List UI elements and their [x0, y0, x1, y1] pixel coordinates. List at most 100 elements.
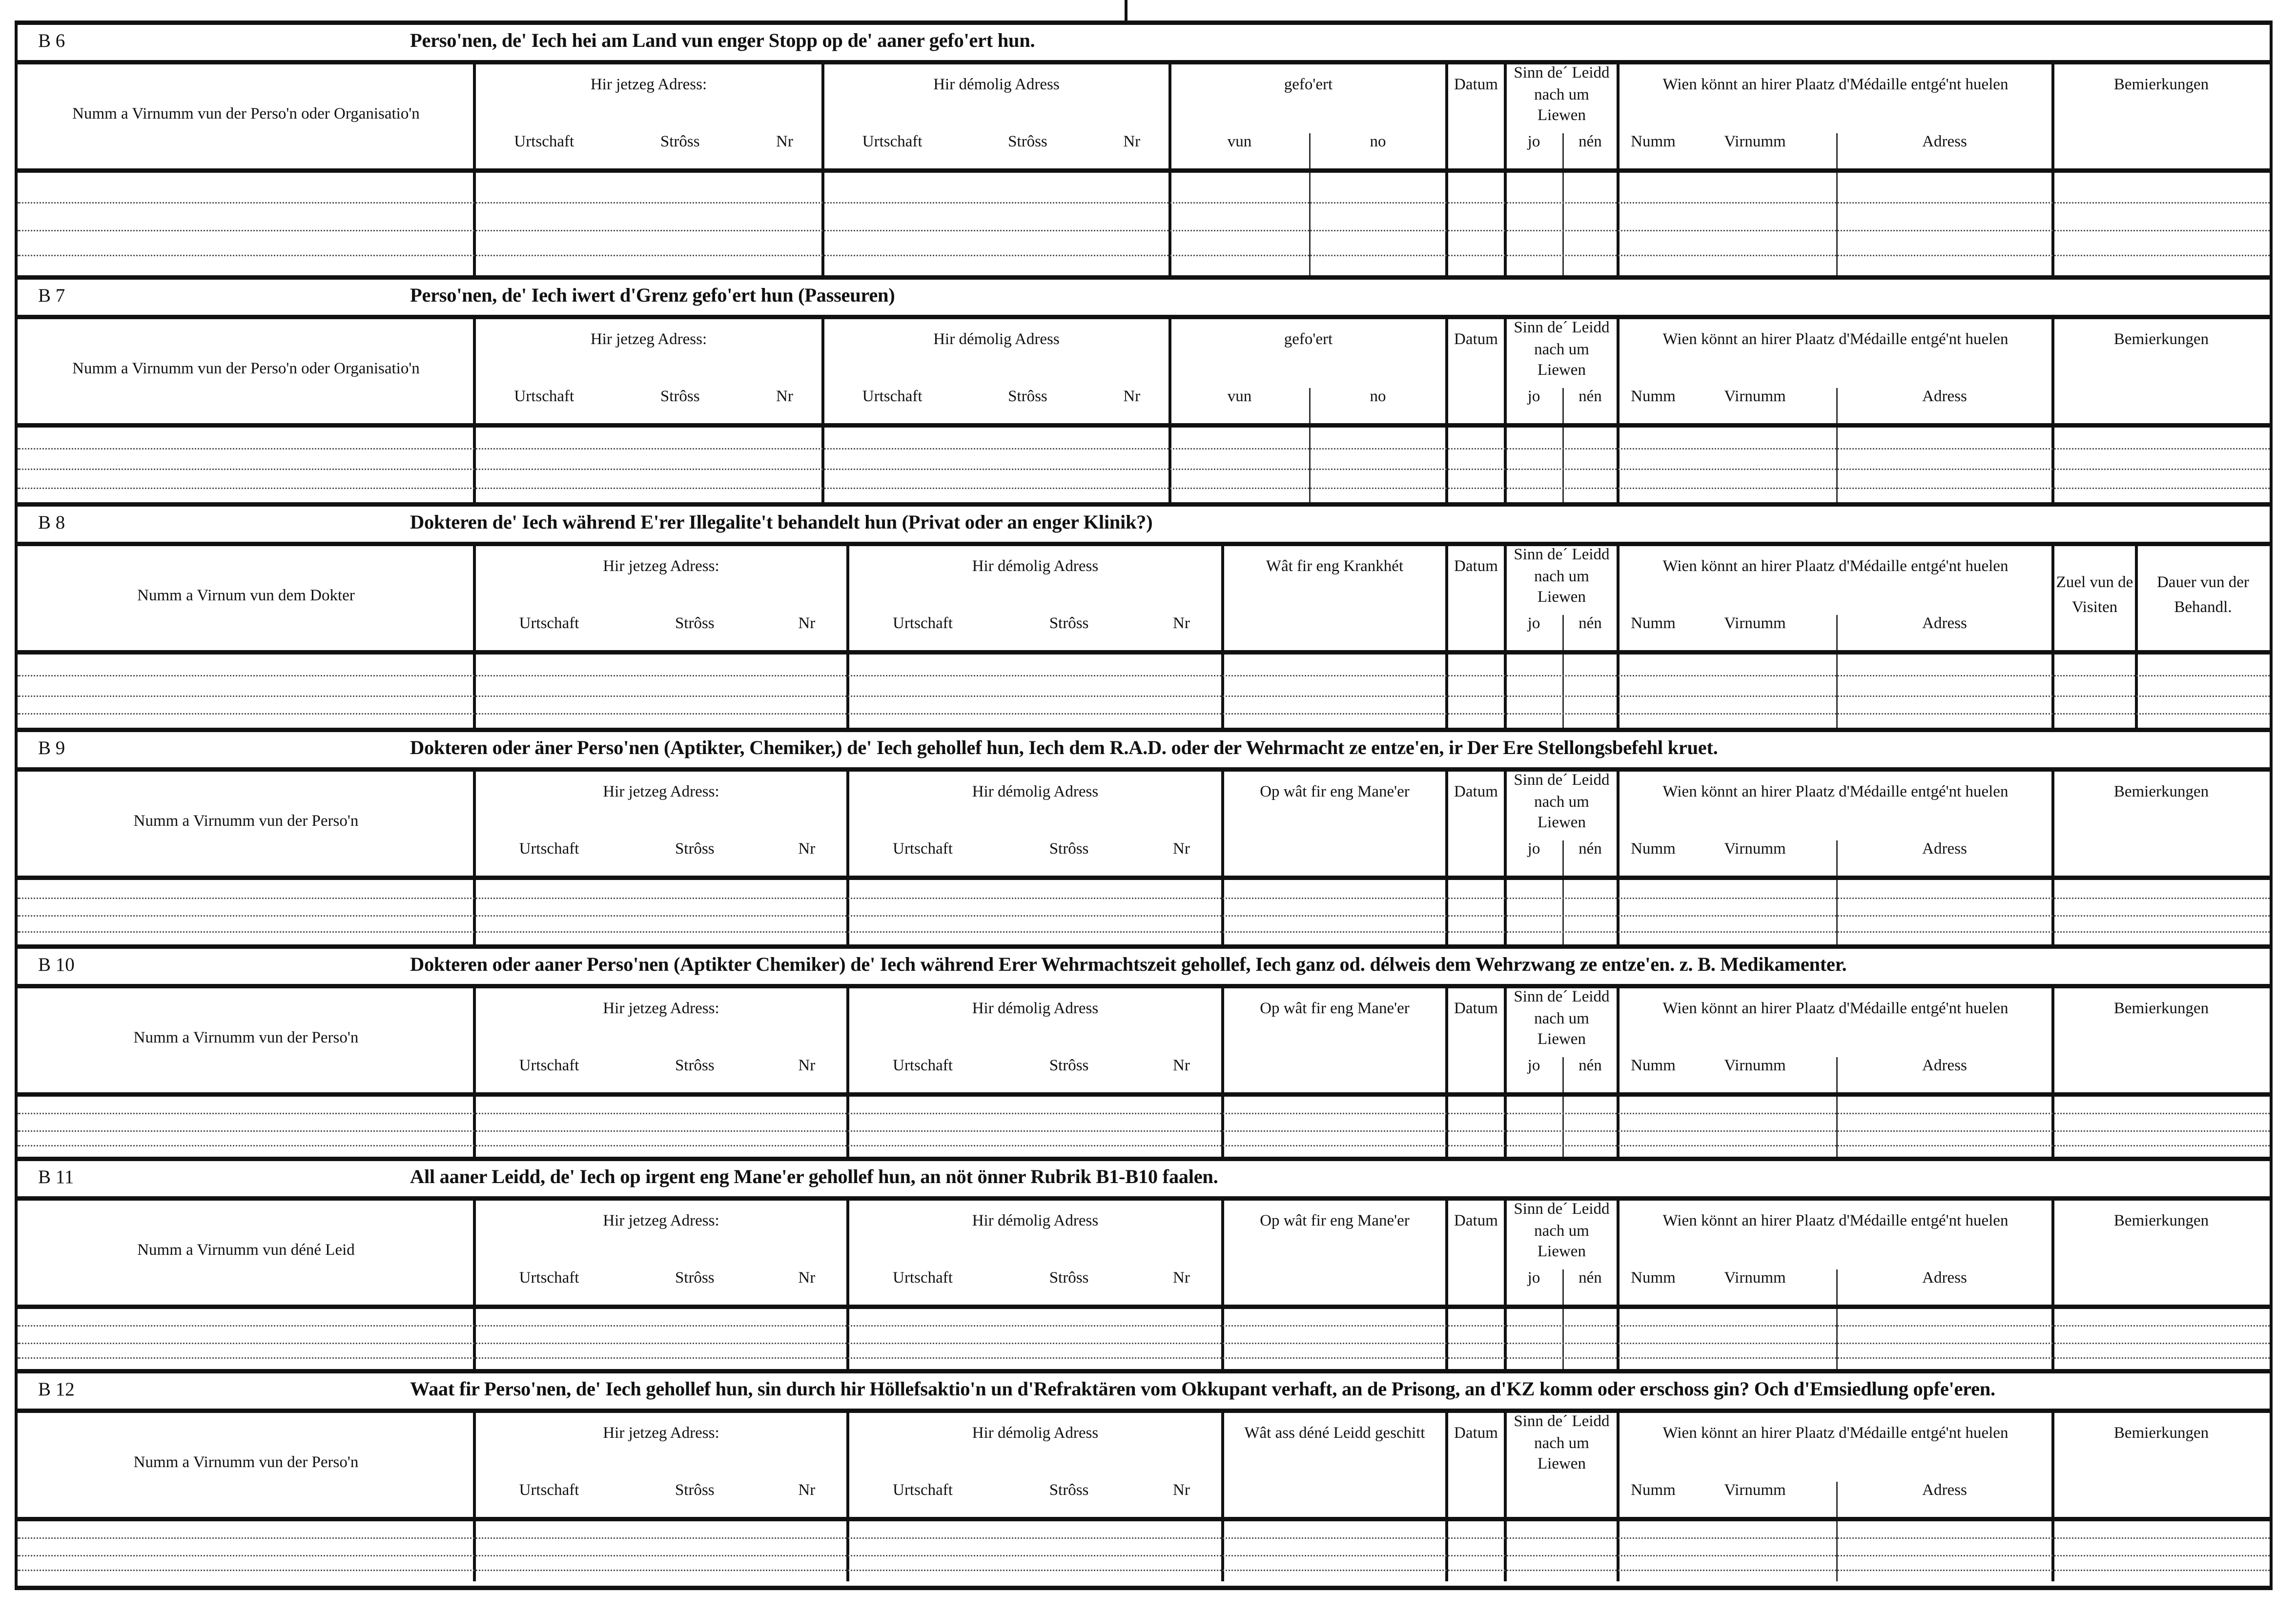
section-title-row: B 6 Perso'nen, de' Iech hei am Land vun …	[18, 20, 2270, 64]
yes-header: jo	[1527, 133, 1540, 151]
survived-header: Sinn de´ Leidd nach um Liewen	[1514, 1413, 1610, 1473]
section-code: B 10	[38, 953, 75, 975]
section-code: B 6	[38, 29, 65, 51]
section-code: B 12	[38, 1378, 75, 1400]
medal-recipient-header: Wien könnt an hirer Plaatz d'Médaille en…	[1662, 1425, 2009, 1442]
number-header: Nr	[798, 615, 816, 633]
entry-line[interactable]	[18, 469, 2270, 470]
medal-recipient-header: Wien könnt an hirer Plaatz d'Médaille en…	[1662, 331, 2009, 348]
entry-area[interactable]	[18, 1309, 2270, 1369]
street-header: Strôss	[1049, 840, 1089, 858]
current-address-header: Hir jetzeg Adress:	[603, 558, 719, 575]
entry-line[interactable]	[18, 1537, 2270, 1539]
locality-header: Urtschaft	[519, 1482, 579, 1499]
locality-header: Urtschaft	[519, 840, 579, 858]
entry-line[interactable]	[18, 1343, 2270, 1344]
entry-line[interactable]	[18, 1145, 2270, 1146]
medal-name-header: Numm	[1631, 1269, 1676, 1287]
current-address-header: Hir jetzeg Adress:	[603, 783, 719, 801]
locality-header: Urtschaft	[514, 388, 574, 406]
number-header: Nr	[1173, 615, 1190, 633]
section-title-row: B 9 Dokteren oder äner Perso'nen (Aptikt…	[18, 728, 2270, 772]
description-header: Op wât fir eng Mane'er	[1260, 1212, 1410, 1230]
entry-line[interactable]	[18, 1113, 2270, 1114]
entry-line[interactable]	[18, 488, 2270, 489]
entry-line[interactable]	[18, 915, 2270, 917]
entry-area[interactable]	[18, 428, 2270, 502]
street-header: Strôss	[1008, 388, 1047, 406]
remarks-header: Bemierkungen	[2113, 783, 2209, 801]
date-header: Datum	[1454, 1000, 1498, 1018]
entry-line[interactable]	[18, 202, 2270, 204]
entry-line[interactable]	[18, 255, 2270, 256]
medal-firstname-header: Virnumm	[1724, 133, 1786, 151]
led-from-header: vun	[1227, 388, 1252, 406]
street-header: Strôss	[660, 133, 700, 151]
medal-recipient-header: Wien könnt an hirer Plaatz d'Médaille en…	[1662, 1212, 2009, 1230]
street-header: Strôss	[1008, 133, 1047, 151]
locality-header: Urtschaft	[893, 615, 953, 633]
medal-name-header: Numm	[1631, 840, 1676, 858]
section-code: B 11	[38, 1165, 74, 1187]
medal-address-header: Adress	[1922, 840, 1967, 858]
number-header: Nr	[1173, 1482, 1190, 1499]
no-header: nén	[1578, 840, 1602, 858]
medal-recipient-header: Wien könnt an hirer Plaatz d'Médaille en…	[1662, 783, 2009, 801]
entry-line[interactable]	[18, 1325, 2270, 1327]
description-header: Op wât fir eng Mane'er	[1260, 1000, 1410, 1018]
entry-area[interactable]	[18, 880, 2270, 944]
current-address-header: Hir jetzeg Adress:	[603, 1425, 719, 1442]
date-header: Datum	[1454, 1425, 1498, 1442]
survived-header: Sinn de´ Leidd nach um Liewen	[1514, 772, 1610, 832]
entry-area[interactable]	[18, 1521, 2270, 1581]
led-header: gefo'ert	[1284, 76, 1333, 94]
medal-recipient-header: Wien könnt an hirer Plaatz d'Médaille en…	[1662, 1000, 2009, 1018]
name-column-header: Numm a Virnumm vun der Perso'n	[133, 1454, 359, 1472]
remarks-header: Bemierkungen	[2113, 1425, 2209, 1442]
name-column-header: Numm a Virnumm vun der Perso'n oder Orga…	[72, 360, 420, 378]
entry-line[interactable]	[18, 230, 2270, 231]
entry-line[interactable]	[18, 1555, 2270, 1556]
yes-header: jo	[1527, 388, 1540, 406]
section-code: B 8	[38, 511, 65, 533]
no-header: nén	[1578, 133, 1602, 151]
entry-line[interactable]	[18, 713, 2270, 715]
medal-firstname-header: Virnumm	[1724, 1482, 1786, 1499]
entry-line[interactable]	[18, 1570, 2270, 1571]
entry-line[interactable]	[18, 898, 2270, 899]
current-address-header: Hir jetzeg Adress:	[590, 76, 707, 94]
section-title-row: B 8 Dokteren de' Iech während E'rer Ille…	[18, 502, 2270, 546]
former-address-header: Hir démolig Adress	[972, 1212, 1099, 1230]
medal-firstname-header: Virnumm	[1724, 840, 1786, 858]
top-tick-mark	[1125, 0, 1128, 20]
section-b7: B 7 Perso'nen, de' Iech iwert d'Grenz ge…	[15, 275, 2273, 502]
locality-header: Urtschaft	[862, 388, 922, 406]
locality-header: Urtschaft	[893, 1482, 953, 1499]
medal-name-header: Numm	[1631, 1057, 1676, 1075]
medal-address-header: Adress	[1922, 1482, 1967, 1499]
section-title-row: B 7 Perso'nen, de' Iech iwert d'Grenz ge…	[18, 275, 2270, 319]
entry-area[interactable]	[18, 1097, 2270, 1157]
entry-line[interactable]	[18, 448, 2270, 450]
street-header: Strôss	[675, 1482, 715, 1499]
section-title: Dokteren oder aaner Perso'nen (Aptikter …	[410, 953, 1847, 975]
number-header: Nr	[798, 1482, 816, 1499]
section-title-row: B 10 Dokteren oder aaner Perso'nen (Apti…	[18, 944, 2270, 988]
entry-line[interactable]	[18, 931, 2270, 933]
locality-header: Urtschaft	[519, 615, 579, 633]
entry-area[interactable]	[18, 173, 2270, 275]
street-header: Strôss	[675, 615, 715, 633]
entry-line[interactable]	[18, 695, 2270, 697]
entry-line[interactable]	[18, 1130, 2270, 1132]
table-header: Numm a Virnumm vun der Perso'n oder Orga…	[18, 60, 2270, 173]
date-header: Datum	[1454, 783, 1498, 801]
medal-recipient-header: Wien könnt an hirer Plaatz d'Médaille en…	[1662, 76, 2009, 94]
number-header: Nr	[798, 840, 816, 858]
table-header: Numm a Virnumm vun der Perso'n Hir jetzeg…	[18, 984, 2270, 1097]
entry-line[interactable]	[18, 1357, 2270, 1359]
entry-area[interactable]	[18, 654, 2270, 728]
section-b11: B 11 All aaner Leidd, de' Iech op irgent…	[15, 1157, 2273, 1369]
number-header: Nr	[798, 1057, 816, 1075]
table-header: Numm a Virnumm vun der Perso'n Hir jetzeg…	[18, 1409, 2270, 1521]
entry-line[interactable]	[18, 675, 2270, 676]
